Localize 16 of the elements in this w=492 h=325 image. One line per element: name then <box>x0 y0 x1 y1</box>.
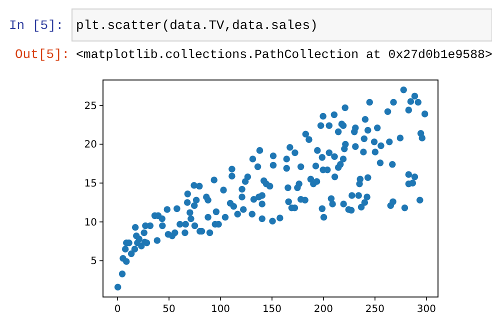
text: plt.scatter(data.TV,data.sales) <box>76 18 318 33</box>
x-tick-label: 150 <box>262 304 282 315</box>
text: Out[5]: <box>15 47 70 62</box>
y-tick-label: 20 <box>84 140 97 151</box>
x-tick-label: 100 <box>210 304 230 315</box>
x-tick-label: 300 <box>416 304 436 315</box>
y-tick-label: 15 <box>84 178 97 190</box>
text: In [5]: <box>9 18 64 33</box>
x-tick-label: 200 <box>314 304 334 315</box>
y-tick-label: 5 <box>90 256 97 268</box>
text: <matplotlib.collections.PathCollection at 0x27d0b1e9588> <box>76 48 492 62</box>
x-tick-label: 250 <box>365 304 385 315</box>
y-tick-label: 25 <box>84 100 97 112</box>
y-tick-label: 10 <box>84 217 97 228</box>
x-tick-label: 0 <box>114 304 121 315</box>
x-tick-label: 50 <box>162 304 176 315</box>
